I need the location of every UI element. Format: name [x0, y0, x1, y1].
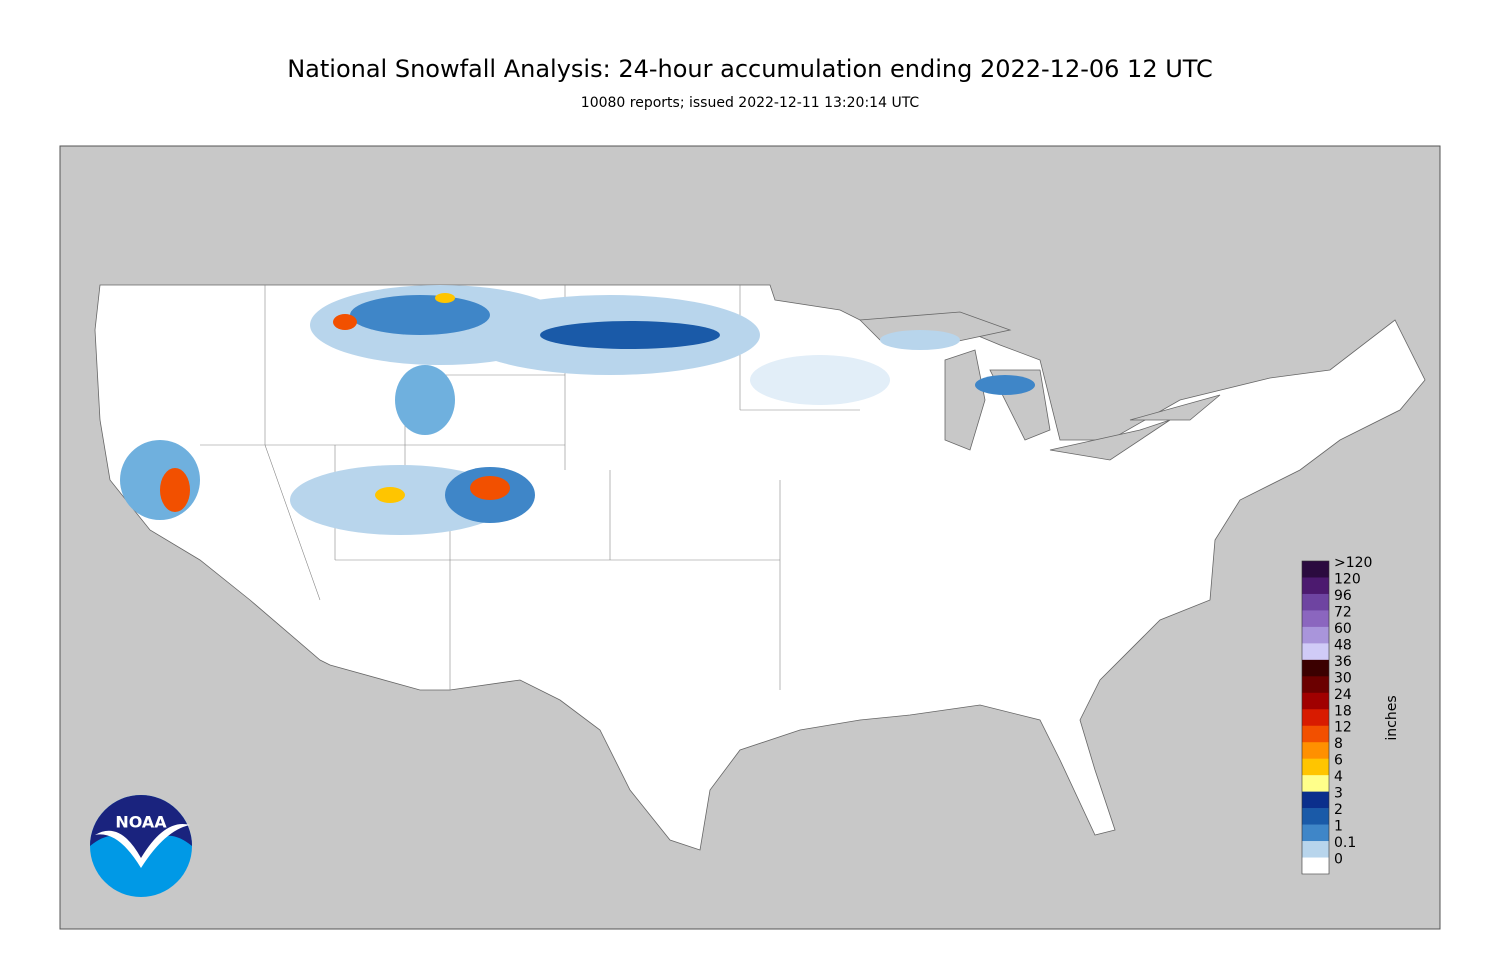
- legend-swatch: [1302, 692, 1329, 710]
- map: [59, 145, 1441, 930]
- legend-swatch: [1302, 841, 1329, 858]
- legend-label: 6: [1334, 753, 1343, 769]
- legend-swatch: [1302, 709, 1329, 727]
- legend-swatch: [1302, 676, 1329, 694]
- legend-label: 12: [1334, 720, 1352, 736]
- legend-label: 3: [1334, 786, 1343, 802]
- legend-label: 4: [1334, 769, 1343, 785]
- legend-swatch: [1302, 857, 1329, 875]
- legend-swatch: [1302, 808, 1329, 825]
- legend-label: 48: [1334, 637, 1352, 653]
- legend-swatch: [1302, 626, 1329, 644]
- legend-label: 96: [1334, 588, 1352, 604]
- legend-label: 60: [1334, 621, 1352, 637]
- legend-swatch: [1302, 775, 1329, 792]
- legend-unit: inches: [1384, 695, 1400, 740]
- legend-label: 0: [1334, 852, 1343, 868]
- legend-swatch: [1302, 742, 1329, 759]
- legend-label: 30: [1334, 670, 1352, 686]
- legend-swatch: [1302, 610, 1329, 628]
- snow: [120, 285, 1035, 535]
- legend-swatch: [1302, 791, 1329, 809]
- legend-swatch: [1302, 758, 1329, 776]
- legend-label: 24: [1334, 687, 1352, 703]
- legend-label: 72: [1334, 604, 1352, 620]
- legend-label: 8: [1334, 736, 1343, 752]
- title: National Snowfall Analysis: 24-hour accu…: [287, 55, 1213, 83]
- legend-label: 2: [1334, 802, 1343, 818]
- noaa-logo: NOAA: [90, 795, 192, 897]
- legend-swatch: [1302, 561, 1329, 578]
- legend-label: 1: [1334, 819, 1343, 835]
- legend-swatch: [1302, 659, 1329, 677]
- legend-swatch: [1302, 824, 1329, 842]
- legend-label: >120: [1334, 555, 1372, 571]
- legend-label: 36: [1334, 654, 1352, 670]
- subtitle: 10080 reports; issued 2022-12-11 13:20:1…: [581, 95, 920, 111]
- legend-border: [1301, 560, 1330, 875]
- logo-text: NOAA: [115, 813, 167, 832]
- legend-label: 18: [1334, 703, 1352, 719]
- legend: inches >1201209672604836302418128643210.…: [1301, 555, 1400, 875]
- legend-swatch: [1302, 643, 1329, 661]
- legend-swatch: [1302, 725, 1329, 743]
- legend-swatch: [1302, 593, 1329, 611]
- legend-label: 0.1: [1334, 835, 1356, 851]
- legend-swatch: [1302, 577, 1329, 595]
- legend-label: 120: [1334, 571, 1361, 587]
- lakes: [859, 311, 1221, 461]
